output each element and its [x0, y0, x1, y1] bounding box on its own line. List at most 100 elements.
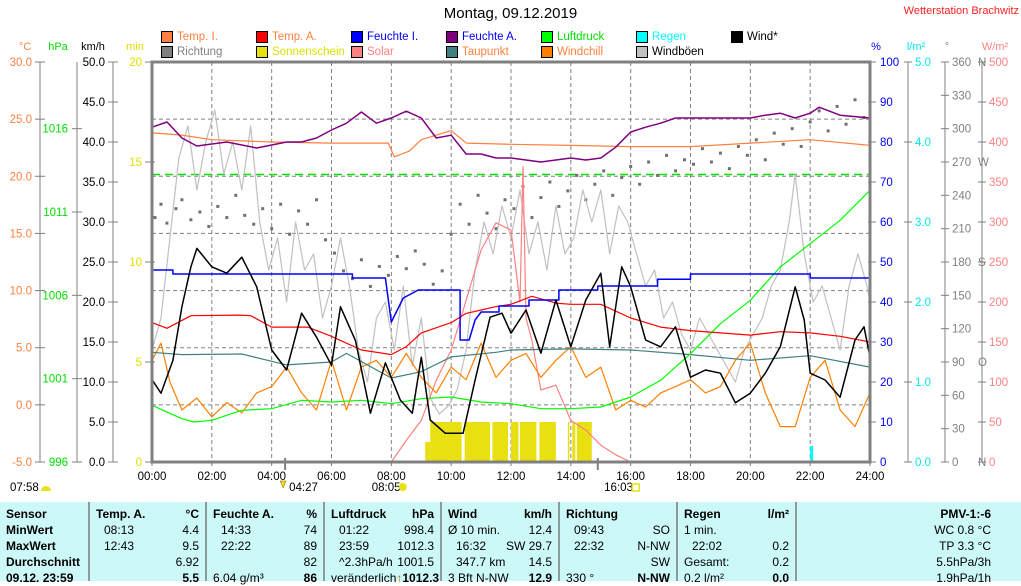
axis-tick-label: 45.0 [83, 97, 105, 109]
sunshine-bar [464, 422, 491, 462]
compass-label: W [978, 157, 989, 169]
legend-label: Temp. A. [272, 31, 317, 43]
legend-label: Solar [367, 46, 394, 58]
axis-tick-label: 50.0 [83, 57, 105, 69]
row-time: 22:32 [574, 539, 605, 553]
axis-tick-label: 350 [989, 177, 1008, 189]
row-time: Gesamt: [684, 555, 730, 569]
legend-item: Taupunkt [446, 46, 509, 58]
legend-item: Temp. I. [161, 31, 218, 43]
row-value: SO [652, 523, 670, 537]
direction-point [503, 198, 507, 202]
station-name: Wetterstation Brachwitz [903, 5, 1019, 17]
legend-swatch [446, 31, 458, 43]
axis-tick-label: 10.0 [10, 286, 32, 298]
axis-tick-label: 60 [952, 390, 965, 402]
row-value: 5.5 [182, 571, 199, 585]
axis-tick-label: 3.0 [915, 217, 931, 229]
row-value: 86 [303, 571, 317, 585]
x-tick-label: 02:00 [197, 471, 226, 483]
col-unit: % [306, 507, 317, 521]
axis-tick-label: 270 [952, 157, 971, 169]
axis-tick-label: 4.0 [915, 137, 931, 149]
row-time: 16:32 [456, 539, 487, 553]
series-line-feuchte-a [151, 106, 871, 163]
direction-point [808, 120, 812, 124]
direction-point [844, 122, 848, 126]
direction-point [243, 213, 247, 217]
axis-tick-label: 240 [952, 190, 971, 202]
direction-point [763, 158, 767, 162]
axis-tick-label: 100 [989, 377, 1008, 389]
legend-swatch [351, 31, 363, 43]
stats-row: Luftdruck hPa [331, 506, 434, 522]
direction-point [413, 249, 417, 253]
stats-row: Richtung [566, 506, 670, 522]
axis-tick-label: 5 [136, 357, 142, 369]
direction-point [620, 176, 624, 180]
direction-point [377, 264, 381, 268]
legend-item: Temp. A. [256, 31, 317, 43]
direction-point [485, 211, 489, 215]
legend-label: Wind* [747, 31, 778, 43]
stats-row: 16:32 SW 29.7 [448, 538, 552, 554]
axis-tick-label: 330 [952, 90, 971, 102]
axis-tick-label: 20.0 [83, 297, 105, 309]
col-unit: °C [185, 507, 199, 521]
axis-tick-label: 1006 [42, 290, 68, 302]
axis-tick-label: 1016 [42, 124, 68, 136]
col-unit: l/m² [767, 507, 789, 521]
direction-point [153, 216, 157, 220]
axis-tick-label: 200 [989, 297, 1008, 309]
axis-tick-label: 10.0 [83, 377, 105, 389]
series-line-feuchte-i [152, 269, 870, 341]
direction-point [683, 158, 687, 162]
direction-point [494, 227, 498, 231]
stats-row: 22:02 0.2 [684, 538, 789, 554]
direction-point [467, 222, 471, 226]
direction-point [512, 207, 516, 211]
stats-col-direction: Richtung 09:43 SO 22:32 N-NW SW 330 ° N-NW [558, 502, 676, 585]
direction-point [754, 138, 758, 142]
direction-point [638, 182, 642, 186]
direction-point [629, 164, 633, 168]
axis-tick-label: 35.0 [83, 177, 105, 189]
row-value: 1012.3 [402, 571, 440, 585]
direction-point [530, 216, 534, 220]
legend-item: Luftdruck [541, 31, 604, 43]
direction-point [557, 204, 561, 208]
direction-point [548, 180, 552, 184]
col-header: Temp. A. [96, 507, 146, 521]
stats-row: 3 Bft N-NW 12.9 [448, 570, 552, 586]
axis-tick-label: 120 [952, 324, 971, 336]
direction-point [368, 284, 372, 288]
axis-unit-pct: % [871, 41, 881, 53]
direction-point [270, 227, 274, 231]
direction-point [324, 238, 328, 242]
axis-tick-label: 5.0 [915, 57, 931, 69]
direction-point [180, 198, 184, 202]
x-tick-label: 14:00 [556, 471, 585, 483]
axis-tick-label: 996 [49, 457, 68, 469]
row-time: 23:59 [339, 539, 370, 553]
row-time [96, 554, 104, 570]
row-time: 01:22 [339, 523, 370, 537]
pmv-value: WC 0.8 °C [934, 523, 991, 537]
col-header: Sensor [6, 507, 47, 521]
stats-table: Sensor MinWert MaxWert Durchschnitt 09.1… [0, 502, 1021, 585]
legend-label: Luftdruck [557, 31, 605, 43]
legend-label: Feuchte A. [462, 31, 517, 43]
direction-point [341, 269, 345, 273]
direction-point [288, 232, 292, 236]
stats-row: 14:33 74 [213, 522, 317, 538]
row-time: 3 Bft N-NW [448, 571, 509, 585]
direction-point [656, 173, 660, 177]
stats-row: SW [566, 554, 670, 570]
direction-point [386, 273, 390, 277]
astro-time: 16:03 [604, 482, 633, 494]
axis-tick-label: 30.0 [83, 217, 105, 229]
x-tick-label: 18:00 [676, 471, 705, 483]
direction-point [189, 218, 193, 222]
axis-tick-label: 210 [952, 224, 971, 236]
direction-point [359, 258, 363, 262]
